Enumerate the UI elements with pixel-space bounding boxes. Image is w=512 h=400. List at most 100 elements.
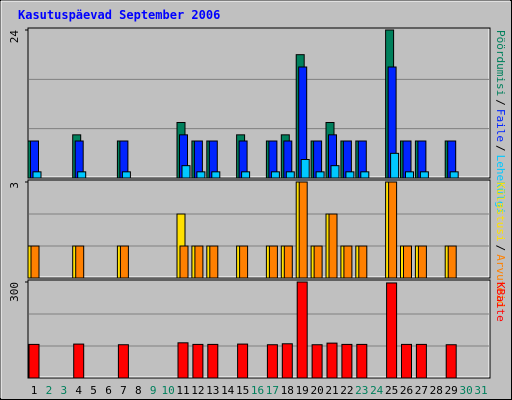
bar xyxy=(239,245,249,279)
x-tick-label: 4 xyxy=(75,384,82,397)
bar xyxy=(181,165,191,179)
panel xyxy=(27,27,491,179)
bar xyxy=(177,342,189,379)
bar xyxy=(390,152,400,179)
bar xyxy=(360,171,370,179)
bar xyxy=(386,282,398,379)
panel xyxy=(27,279,491,379)
y-tick-label: 300 xyxy=(8,282,21,302)
legend-separator: / xyxy=(494,145,507,152)
legend: KBaite xyxy=(494,282,507,322)
x-tick-label: 10 xyxy=(161,384,174,397)
bar xyxy=(328,213,338,279)
x-tick-label: 8 xyxy=(135,384,142,397)
x-tick-label: 17 xyxy=(266,384,279,397)
legend-entry: Pöördumisi xyxy=(494,30,507,96)
x-tick-label: 15 xyxy=(236,384,249,397)
bar xyxy=(343,245,353,279)
legend: Külastusi / Arvuteid xyxy=(494,182,507,307)
x-tick-label: 11 xyxy=(176,384,189,397)
legend-entry: Lehekülgi xyxy=(494,155,507,215)
x-tick-label: 12 xyxy=(191,384,204,397)
bar xyxy=(209,245,219,279)
bar xyxy=(268,245,278,279)
x-tick-label: 6 xyxy=(105,384,112,397)
bar xyxy=(30,245,40,279)
x-tick-label: 9 xyxy=(150,384,157,397)
bar xyxy=(194,245,204,279)
bar xyxy=(196,171,206,179)
legend-entry: Külastusi xyxy=(494,182,507,242)
legend: Pöördumisi / Faile / Lehekülgi xyxy=(494,30,507,214)
x-tick-label: 7 xyxy=(120,384,127,397)
x-tick-label: 1 xyxy=(31,384,38,397)
bar xyxy=(28,343,40,379)
bar xyxy=(326,342,338,379)
legend-separator: / xyxy=(494,99,507,106)
x-tick-label: 3 xyxy=(60,384,67,397)
bar xyxy=(405,171,414,179)
x-tick-label: 26 xyxy=(400,384,413,397)
legend-entry: Faile xyxy=(494,109,507,142)
bar xyxy=(77,171,87,179)
x-tick-label: 29 xyxy=(445,384,458,397)
bar xyxy=(192,343,204,379)
bar xyxy=(401,343,412,379)
x-tick-label: 23 xyxy=(355,384,368,397)
bar xyxy=(298,181,308,279)
bar xyxy=(207,343,219,379)
x-tick-label: 27 xyxy=(415,384,428,397)
bar xyxy=(403,245,412,279)
bar xyxy=(237,343,249,379)
bar xyxy=(179,245,189,279)
bar xyxy=(285,171,295,179)
chart-title: Kasutuspäevad September 2006 xyxy=(18,8,220,22)
bar xyxy=(121,171,131,179)
y-tick-label: 24 xyxy=(8,30,21,44)
x-tick-label: 30 xyxy=(459,384,472,397)
x-tick-label: 5 xyxy=(90,384,97,397)
bar xyxy=(330,165,340,179)
x-tick-label: 28 xyxy=(430,384,443,397)
panel xyxy=(27,179,491,279)
bar xyxy=(315,171,325,179)
bar xyxy=(445,344,457,379)
x-tick-label: 20 xyxy=(310,384,323,397)
x-tick-label: 18 xyxy=(281,384,294,397)
x-tick-label: 16 xyxy=(251,384,264,397)
bar xyxy=(341,343,353,379)
x-tick-label: 24 xyxy=(370,384,384,397)
bar xyxy=(296,281,308,379)
bar xyxy=(356,343,368,379)
x-tick-label: 2 xyxy=(46,384,53,397)
legend-entry: Arvuteid xyxy=(494,254,507,307)
bar xyxy=(358,245,368,279)
x-tick-label: 13 xyxy=(206,384,219,397)
legend-separator: / xyxy=(494,245,507,252)
bar xyxy=(388,181,398,279)
bar xyxy=(449,171,459,179)
x-tick-label: 14 xyxy=(221,384,235,397)
bar xyxy=(266,344,278,379)
bar xyxy=(211,171,221,179)
legend-entry: KBaite xyxy=(494,282,507,322)
bar xyxy=(415,343,427,379)
bar xyxy=(313,245,323,279)
y-tick-label: 3 xyxy=(8,182,21,189)
bar xyxy=(447,245,457,279)
bar xyxy=(270,171,280,179)
bar xyxy=(281,343,293,379)
bar xyxy=(419,171,429,179)
bar xyxy=(75,245,85,279)
bar xyxy=(300,159,310,179)
x-tick-label: 21 xyxy=(325,384,338,397)
x-tick-label: 19 xyxy=(296,384,309,397)
bar xyxy=(241,171,251,179)
bar xyxy=(283,245,293,279)
bar xyxy=(119,245,129,279)
x-tick-label: 31 xyxy=(474,384,487,397)
bar xyxy=(73,343,85,379)
x-tick-label: 25 xyxy=(385,384,398,397)
bar xyxy=(311,344,323,379)
